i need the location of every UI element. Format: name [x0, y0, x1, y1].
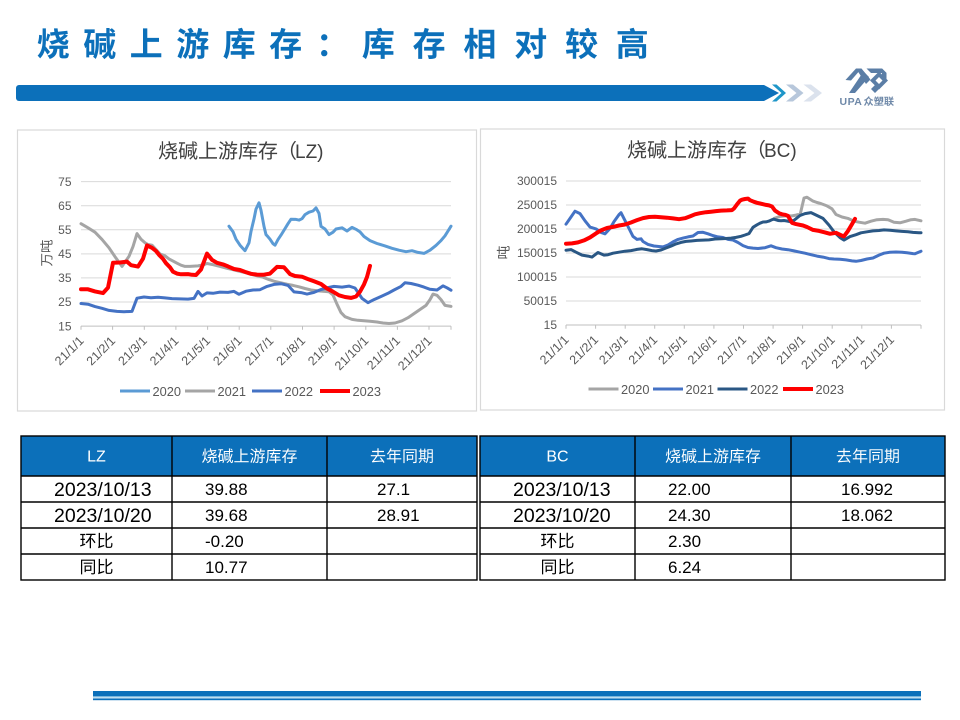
svg-text:2021: 2021: [218, 384, 246, 399]
svg-text:15: 15: [58, 319, 72, 333]
svg-text:27.1: 27.1: [377, 480, 410, 499]
svg-text:2023: 2023: [353, 384, 381, 399]
svg-text:2023: 2023: [816, 382, 844, 397]
svg-text:2023/10/13: 2023/10/13: [513, 479, 611, 501]
svg-text:2020: 2020: [153, 384, 181, 399]
svg-text:55: 55: [58, 223, 72, 237]
svg-text:UPA: UPA: [840, 96, 863, 108]
svg-text:39.88: 39.88: [205, 480, 248, 499]
svg-text:15: 15: [544, 318, 558, 332]
svg-text:300015: 300015: [517, 174, 557, 188]
svg-text:150015: 150015: [517, 246, 557, 260]
svg-text:16.992: 16.992: [841, 480, 893, 499]
svg-text:35: 35: [58, 271, 72, 285]
svg-text:BC): BC): [764, 141, 797, 162]
svg-text:22.00: 22.00: [668, 480, 711, 499]
svg-text:24.30: 24.30: [668, 506, 711, 525]
svg-text:18.062: 18.062: [841, 506, 893, 525]
svg-text:39.68: 39.68: [205, 506, 248, 525]
svg-text:2023/10/13: 2023/10/13: [54, 479, 152, 501]
svg-text:2021: 2021: [686, 382, 714, 397]
svg-text:45: 45: [58, 247, 72, 261]
svg-text:50015: 50015: [524, 294, 558, 308]
svg-text:2020: 2020: [621, 382, 649, 397]
svg-text:2.30: 2.30: [668, 532, 701, 551]
svg-text:2023/10/20: 2023/10/20: [513, 505, 611, 527]
svg-text:LZ): LZ): [295, 142, 324, 163]
svg-text:2022: 2022: [750, 382, 778, 397]
svg-text:BC: BC: [546, 449, 568, 466]
svg-text:65: 65: [58, 199, 72, 213]
svg-text:2023/10/20: 2023/10/20: [54, 505, 152, 527]
svg-text:200015: 200015: [517, 222, 557, 236]
svg-text:28.91: 28.91: [377, 506, 420, 525]
svg-text:100015: 100015: [517, 270, 557, 284]
svg-text:25: 25: [58, 295, 72, 309]
svg-text:250015: 250015: [517, 198, 557, 212]
svg-text:10.77: 10.77: [205, 558, 248, 577]
svg-text:6.24: 6.24: [668, 558, 701, 577]
svg-text:LZ: LZ: [87, 449, 106, 466]
svg-text:-0.20: -0.20: [205, 532, 244, 551]
svg-text:2022: 2022: [285, 384, 313, 399]
svg-text:75: 75: [58, 175, 72, 189]
